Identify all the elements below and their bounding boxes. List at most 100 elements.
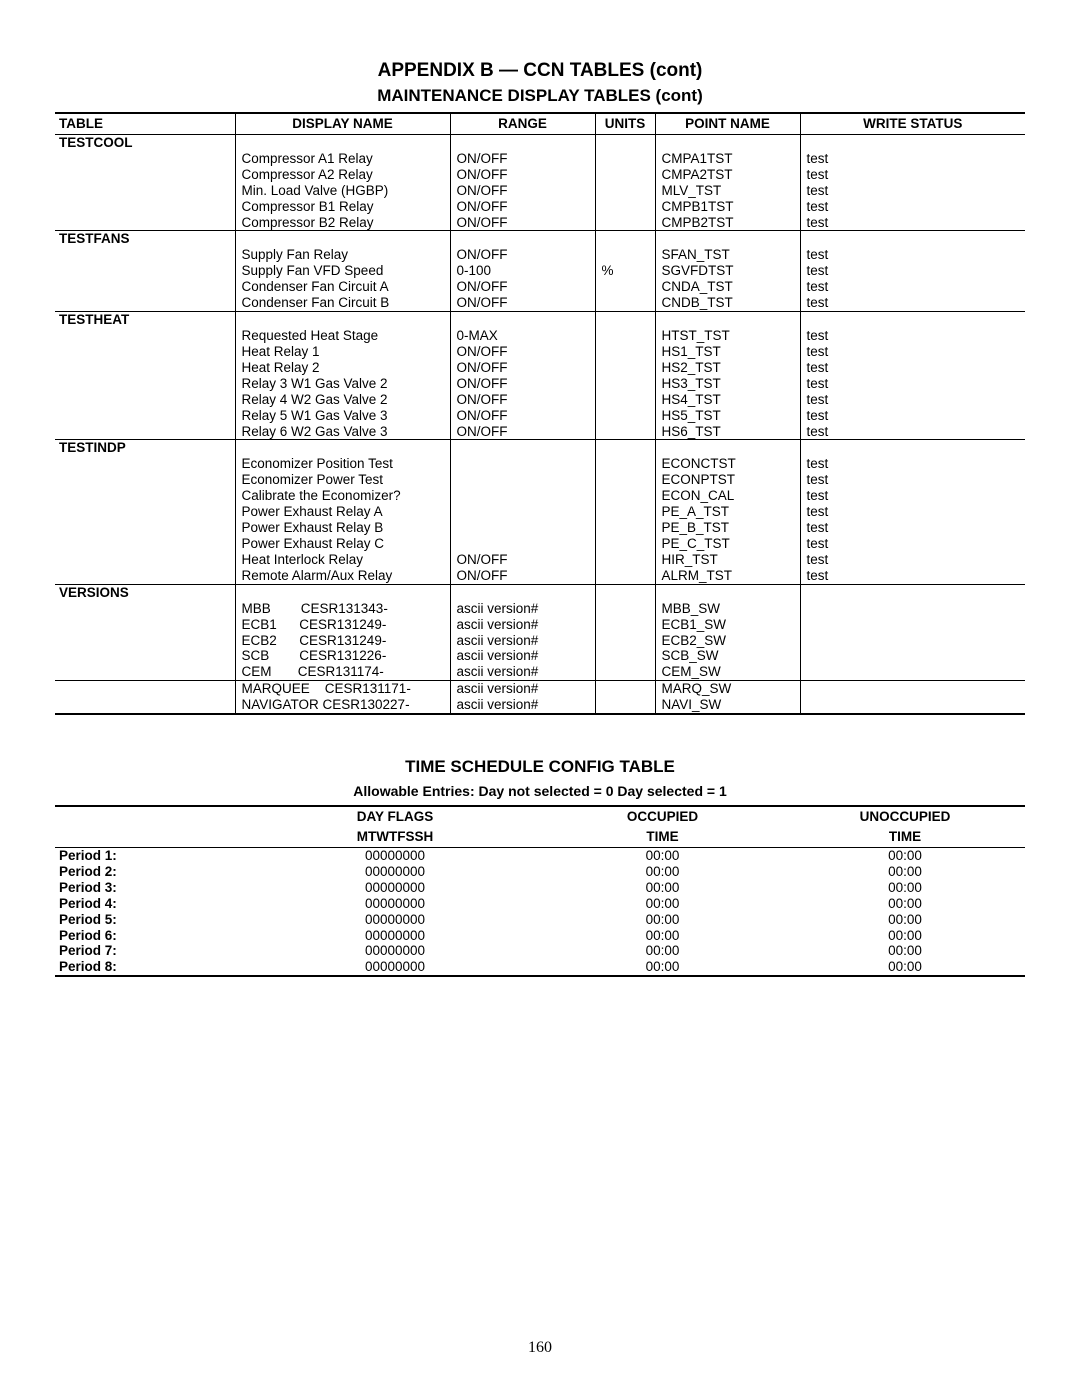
display-name-cell (235, 312, 450, 328)
table-name-cell (55, 151, 235, 167)
point-name-cell: HS4_TST (655, 392, 800, 408)
table-name-cell (55, 215, 235, 231)
display-name-cell: NAVIGATOR CESR130227- (235, 697, 450, 714)
point-name-cell: PE_A_TST (655, 504, 800, 520)
ts-dayflags-cell: 00000000 (250, 912, 540, 928)
units-cell (595, 584, 655, 600)
write-status-cell: test (800, 536, 1025, 552)
write-status-cell (800, 312, 1025, 328)
display-name-cell: Heat Interlock Relay (235, 552, 450, 568)
table-row: ECB1 CESR131249-ascii version#ECB1_SW (55, 617, 1025, 633)
display-name-cell: Economizer Position Test (235, 456, 450, 472)
range-cell: ON/OFF (450, 151, 595, 167)
range-cell: ON/OFF (450, 552, 595, 568)
table-row: MARQUEE CESR131171-ascii version#MARQ_SW (55, 681, 1025, 697)
display-name-cell: Supply Fan VFD Speed (235, 263, 450, 279)
units-cell (595, 328, 655, 344)
point-name-cell: MBB_SW (655, 601, 800, 617)
point-name-cell: HTST_TST (655, 328, 800, 344)
write-status-cell: test (800, 279, 1025, 295)
point-name-cell: HS3_TST (655, 376, 800, 392)
table-row: MBB CESR131343-ascii version#MBB_SW (55, 601, 1025, 617)
range-cell (450, 520, 595, 536)
table-row: TESTHEAT (55, 312, 1025, 328)
ts-row: Period 5:0000000000:0000:00 (55, 912, 1025, 928)
ts-row: Period 3:0000000000:0000:00 (55, 880, 1025, 896)
units-cell (595, 601, 655, 617)
range-cell: ON/OFF (450, 360, 595, 376)
display-name-cell: Relay 5 W1 Gas Valve 3 (235, 408, 450, 424)
ts-occ-cell: 00:00 (540, 943, 785, 959)
table-name-cell (55, 360, 235, 376)
table-row: Condenser Fan Circuit AON/OFFCNDA_TSTtes… (55, 279, 1025, 295)
write-status-cell (800, 633, 1025, 649)
ts-period-label: Period 1: (55, 847, 250, 863)
ts-row: Period 8:0000000000:0000:00 (55, 959, 1025, 976)
point-name-cell: HS2_TST (655, 360, 800, 376)
range-cell: ON/OFF (450, 167, 595, 183)
ts-occ-cell: 00:00 (540, 847, 785, 863)
range-cell: ON/OFF (450, 376, 595, 392)
write-status-cell: test (800, 392, 1025, 408)
table-name-cell (55, 648, 235, 664)
ts-dayflags-cell: 00000000 (250, 864, 540, 880)
display-name-cell: Compressor B2 Relay (235, 215, 450, 231)
ts-col-unocc-line1: UNOCCUPIED (785, 806, 1025, 827)
units-cell (595, 279, 655, 295)
table-row: Heat Interlock RelayON/OFFHIR_TSTtest (55, 552, 1025, 568)
table-row: Condenser Fan Circuit BON/OFFCNDB_TSTtes… (55, 295, 1025, 311)
range-cell: ascii version# (450, 681, 595, 697)
ts-period-label: Period 4: (55, 896, 250, 912)
units-cell (595, 344, 655, 360)
units-cell (595, 552, 655, 568)
table-row: NAVIGATOR CESR130227-ascii version#NAVI_… (55, 697, 1025, 714)
table-row: Compressor A1 RelayON/OFFCMPA1TSTtest (55, 151, 1025, 167)
ts-row: Period 7:0000000000:0000:00 (55, 943, 1025, 959)
write-status-cell (800, 584, 1025, 600)
display-name-cell: Supply Fan Relay (235, 247, 450, 263)
write-status-cell: test (800, 167, 1025, 183)
ts-period-label: Period 6: (55, 928, 250, 944)
write-status-cell (800, 648, 1025, 664)
ts-col-unocc-line2: TIME (785, 827, 1025, 847)
range-cell: ON/OFF (450, 408, 595, 424)
point-name-cell: ECONPTST (655, 472, 800, 488)
ts-col-dayflags-line1: DAY FLAGS (250, 806, 540, 827)
write-status-cell: test (800, 456, 1025, 472)
range-cell: 0-MAX (450, 328, 595, 344)
main-th-1: DISPLAY NAME (235, 113, 450, 134)
range-cell: ON/OFF (450, 215, 595, 231)
write-status-cell: test (800, 408, 1025, 424)
display-name-cell: Relay 6 W2 Gas Valve 3 (235, 424, 450, 440)
units-cell (595, 568, 655, 584)
ts-occ-cell: 00:00 (540, 880, 785, 896)
range-cell: ascii version# (450, 601, 595, 617)
units-cell (595, 456, 655, 472)
display-name-cell: Compressor A1 Relay (235, 151, 450, 167)
write-status-cell (800, 231, 1025, 247)
table-row: Supply Fan RelayON/OFFSFAN_TSTtest (55, 247, 1025, 263)
table-row: Compressor A2 RelayON/OFFCMPA2TSTtest (55, 167, 1025, 183)
write-status-cell: test (800, 183, 1025, 199)
table-name-cell (55, 664, 235, 680)
ts-period-label: Period 2: (55, 864, 250, 880)
time-schedule-table: DAY FLAGS OCCUPIED UNOCCUPIED MTWTFSSH T… (55, 805, 1025, 977)
range-cell: ON/OFF (450, 568, 595, 584)
display-name-cell: ECB2 CESR131249- (235, 633, 450, 649)
units-cell (595, 183, 655, 199)
main-th-4: POINT NAME (655, 113, 800, 134)
display-name-cell: Heat Relay 2 (235, 360, 450, 376)
table-row: Heat Relay 1ON/OFFHS1_TSTtest (55, 344, 1025, 360)
display-name-cell: Compressor B1 Relay (235, 199, 450, 215)
table-name-cell (55, 199, 235, 215)
point-name-cell: CMPA2TST (655, 167, 800, 183)
range-cell: ON/OFF (450, 295, 595, 311)
point-name-cell: HIR_TST (655, 552, 800, 568)
ts-unocc-cell: 00:00 (785, 896, 1025, 912)
table-name-cell (55, 552, 235, 568)
table-row: Calibrate the Economizer?ECON_CALtest (55, 488, 1025, 504)
ts-unocc-cell: 00:00 (785, 928, 1025, 944)
range-cell (450, 584, 595, 600)
table-row: Power Exhaust Relay CPE_C_TSTtest (55, 536, 1025, 552)
table-row: CEM CESR131174-ascii version#CEM_SW (55, 664, 1025, 680)
